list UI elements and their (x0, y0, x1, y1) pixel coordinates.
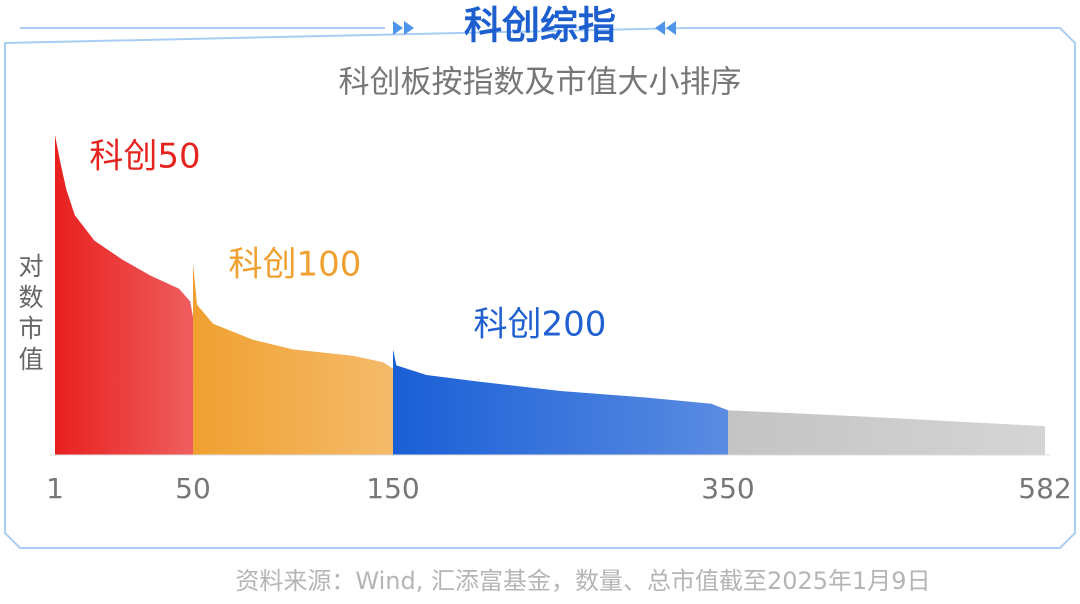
subtitle: 科创板按指数及市值大小排序 (339, 65, 742, 101)
frame (4, 27, 1076, 549)
source-note: 资料来源：Wind, 汇添富基金，数量、总市值截至2025年1月9日 (235, 567, 930, 595)
series-label: 科创100 (229, 245, 362, 285)
x-tick-label: 150 (366, 472, 419, 505)
x-tick-label: 350 (701, 472, 754, 505)
area (193, 263, 393, 455)
area (728, 410, 1045, 455)
area (55, 135, 193, 455)
series-label: 科创50 (89, 137, 200, 177)
area (393, 349, 728, 455)
y-axis-label: 对数市值 (18, 252, 43, 374)
x-tick-label: 582 (1018, 472, 1071, 505)
x-tick-label: 50 (175, 472, 211, 505)
x-tick-label: 1 (46, 472, 64, 505)
series-label: 科创200 (474, 305, 607, 345)
chart-title: 科创综指 (464, 4, 616, 48)
